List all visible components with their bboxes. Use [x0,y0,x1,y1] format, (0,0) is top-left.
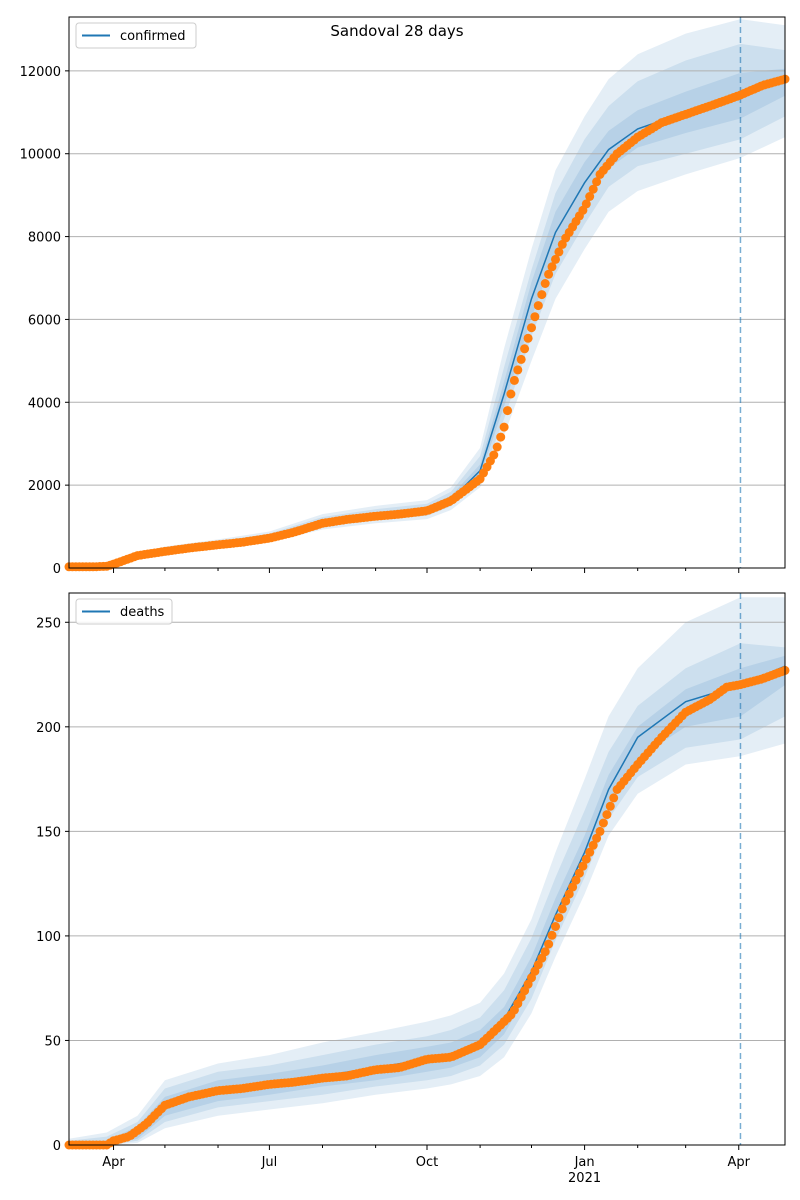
y-tick-label: 150 [36,825,61,840]
observed-point [489,450,499,460]
observed-point [527,323,536,333]
legend-label: deaths [120,605,165,620]
uncertainty-band-2 [69,655,785,1145]
uncertainty-band-0 [69,19,785,568]
x-tick-label: Apr [728,1155,751,1170]
observed-point [533,301,543,311]
observed-point [523,333,533,343]
uncertainty-band-2 [69,68,785,568]
observed-point [574,868,584,878]
observed-point [598,818,608,828]
y-tick-label: 2000 [28,479,61,494]
y-tick-label: 4000 [28,396,61,411]
observed-point [578,861,588,871]
observed-point [561,896,571,906]
y-tick-label: 0 [53,562,61,577]
observed-point [602,810,612,820]
y-tick-label: 0 [53,1139,61,1154]
y-tick-label: 200 [36,721,61,736]
uncertainty-band-1 [69,643,785,1145]
figure-title: Sandoval 28 days [330,22,463,40]
y-tick-label: 100 [36,930,61,945]
observed-point [557,904,567,914]
observed-point [516,354,526,364]
observed-point [588,184,598,194]
observed-point [503,406,512,416]
observed-point [571,875,581,885]
y-tick-label: 250 [36,616,61,631]
observed-point [496,432,506,442]
observed-point [554,247,564,257]
observed-point [592,177,602,187]
observed-point [547,930,557,940]
observed-point [568,882,578,892]
y-tick-label: 12000 [20,65,61,80]
observed-point [581,199,591,209]
y-tick-label: 50 [44,1034,61,1049]
legend-label: confirmed [120,29,186,44]
confirmed-panel: 0 2000 4000 6000 8000 10000 12000 confirmed [20,16,790,577]
observed-point [506,389,516,399]
observed-point [554,913,564,923]
observed-point [544,269,554,279]
x-tick-year-label: 2021 [568,1171,601,1186]
observed-point [540,947,550,957]
observed-point [520,344,530,354]
x-tick-label: Jan [574,1155,595,1170]
observed-point [592,833,602,843]
observed-point [595,826,605,836]
observed-point [581,854,591,864]
x-tick-label: Apr [102,1155,125,1170]
observed-point [530,312,540,322]
x-tick-label: Jul [261,1155,278,1170]
x-tick-label: Oct [416,1155,438,1170]
observed-point [564,889,574,899]
legend-box [75,22,197,49]
observed-point [492,442,502,452]
observed-point [585,847,595,857]
observed-point [547,262,557,272]
observed-point [605,801,615,811]
uncertainty-band-0 [69,597,785,1145]
observed-point [588,840,598,850]
observed-point [551,922,560,931]
uncertainty-band-1 [69,43,785,568]
observed-point [585,192,595,201]
observed-point [609,793,619,803]
observed-point [499,422,509,432]
observed-point [513,365,523,375]
observed-point [509,375,519,385]
observed-point [537,290,547,300]
y-tick-label: 6000 [28,313,61,328]
observed-point [551,254,560,264]
y-tick-label: 8000 [28,231,61,246]
observed-point [544,939,554,949]
observed-point [540,279,550,288]
legend-box [75,598,173,625]
y-tick-label: 10000 [20,148,61,163]
